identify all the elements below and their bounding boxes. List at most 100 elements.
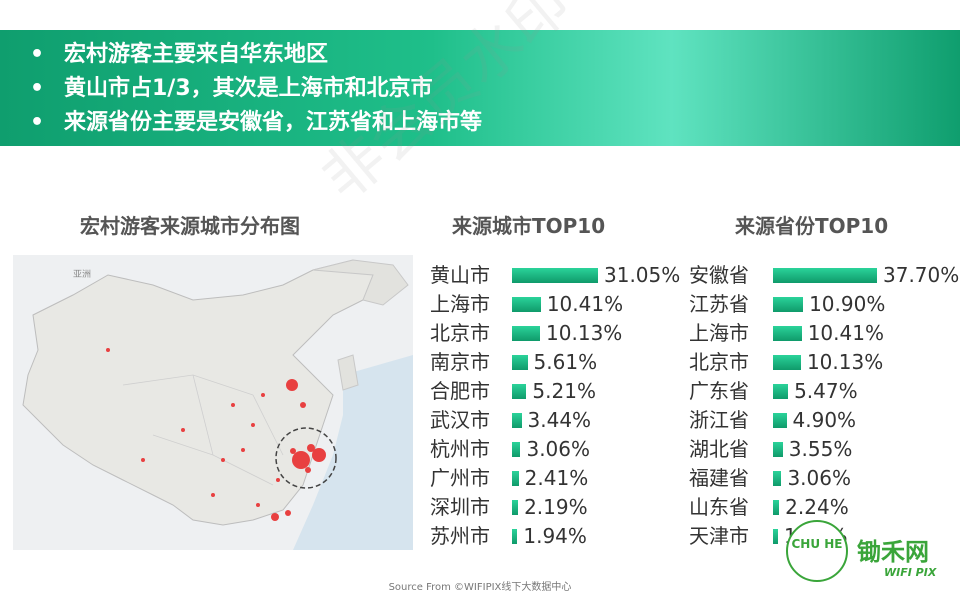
bar: [512, 500, 519, 515]
city-dot: [106, 348, 110, 352]
value-label: 10.13%: [546, 321, 623, 345]
bar: [773, 384, 789, 399]
city-dot: [305, 467, 311, 473]
bar: [512, 326, 541, 341]
bar-row: 苏州市 1.94%: [430, 522, 690, 551]
value-label: 10.13%: [806, 350, 884, 374]
province-borders: [122, 374, 284, 486]
category-label: 福建省: [689, 466, 749, 490]
value-label: 3.44%: [527, 408, 592, 432]
bar-row: 南京市 5.61%: [430, 348, 690, 377]
value-label: 1.94%: [523, 524, 587, 548]
city-dot: [290, 448, 296, 454]
bar-row: 福建省 3.06%: [689, 464, 949, 493]
bar: [512, 268, 598, 283]
origin-city-map: 亚洲: [13, 255, 413, 550]
category-label: 上海市: [689, 321, 749, 345]
category-label: 深圳市: [430, 495, 490, 519]
value-label: 2.41%: [524, 466, 589, 490]
city-dot: [300, 402, 306, 408]
east-china-highlight: [275, 427, 337, 489]
bar: [773, 500, 780, 515]
category-label: 北京市: [689, 350, 749, 374]
bar-row: 黄山市 31.05%: [430, 261, 690, 290]
summary-list: • 宏村游客主要来自华东地区 • 黄山市占1/3，其次是上海市和北京市 • 来源省份主…: [0, 30, 960, 140]
bar: [773, 471, 782, 486]
summary-banner: • 宏村游客主要来自华东地区 • 黄山市占1/3，其次是上海市和北京市 • 来源省份主…: [0, 30, 960, 146]
city-dot: [271, 513, 279, 521]
bar-row: 杭州市 3.06%: [430, 435, 690, 464]
city-dot: [241, 448, 245, 452]
bar: [773, 355, 801, 370]
bar: [773, 442, 783, 457]
bar-row: 上海市 10.41%: [430, 290, 690, 319]
value-label: 2.24%: [785, 495, 849, 519]
bar-row: 湖北省 3.55%: [689, 435, 949, 464]
chuhe-logo-badge: CHU HE: [786, 520, 848, 582]
value-label: 3.06%: [787, 466, 851, 490]
region-label: 亚洲: [73, 269, 91, 280]
city-dot: [285, 510, 291, 516]
bar-row: 北京市 10.13%: [689, 348, 949, 377]
bar-row: 深圳市 2.19%: [430, 493, 690, 522]
bar-row: 武汉市 3.44%: [430, 406, 690, 435]
category-label: 杭州市: [430, 437, 490, 461]
category-label: 合肥市: [430, 379, 490, 403]
category-label: 上海市: [430, 292, 490, 316]
value-label: 5.47%: [794, 379, 858, 403]
city-dot: [276, 478, 280, 482]
bar: [512, 529, 518, 544]
category-label: 山东省: [689, 495, 749, 519]
summary-item: • 黄山市占1/3，其次是上海市和北京市: [30, 76, 433, 101]
bar: [512, 442, 521, 457]
value-label: 3.55%: [788, 437, 853, 461]
bar: [512, 413, 522, 428]
value-label: 5.61%: [533, 350, 598, 374]
bar-row: 广州市 2.41%: [430, 464, 690, 493]
city-dot: [307, 444, 315, 452]
category-label: 浙江省: [689, 408, 749, 432]
value-label: 2.19%: [524, 495, 588, 519]
bar: [512, 384, 527, 399]
bar: [512, 355, 528, 370]
bar: [773, 529, 778, 544]
bar-row: 合肥市 5.21%: [430, 377, 690, 406]
bar: [773, 326, 802, 341]
value-label: 4.90%: [792, 408, 857, 432]
city-dot: [231, 403, 235, 407]
bar-row: 山东省 2.24%: [689, 493, 949, 522]
city-dot: [261, 393, 265, 397]
city-dot: [286, 379, 298, 391]
city-dot: [211, 493, 215, 497]
summary-item: • 宏村游客主要来自华东地区: [30, 42, 329, 67]
category-label: 黄山市: [430, 263, 490, 287]
value-label: 31.05%: [604, 263, 681, 287]
bar: [773, 297, 804, 312]
city-dot: [181, 428, 185, 432]
map-title: 宏村游客来源城市分布图: [80, 214, 300, 238]
summary-item: • 来源省份主要是安徽省，江苏省和上海市等: [30, 110, 483, 135]
city-dot: [251, 423, 255, 427]
sea-area: [293, 355, 413, 550]
neighbor-region: [312, 259, 409, 306]
category-label: 湖北省: [689, 437, 749, 461]
logo-name: 锄禾网: [857, 538, 929, 566]
category-label: 南京市: [430, 350, 490, 374]
bar-row: 江苏省 10.90%: [689, 290, 949, 319]
category-label: 安徽省: [689, 263, 749, 287]
value-label: 10.41%: [546, 292, 624, 316]
value-label: 5.21%: [532, 379, 596, 403]
city-dots: [106, 348, 326, 521]
city-dot: [292, 451, 310, 469]
bar-row: 上海市 10.41%: [689, 319, 949, 348]
category-label: 北京市: [430, 321, 490, 345]
logo-emblem-icon: CHU HE: [791, 537, 842, 551]
bar-row: 浙江省 4.90%: [689, 406, 949, 435]
value-label: 10.41%: [807, 321, 884, 345]
city-dot: [221, 458, 225, 462]
bar-row: 北京市 10.13%: [430, 319, 690, 348]
bar: [512, 297, 541, 312]
city-dot: [312, 448, 326, 462]
value-label: 3.06%: [526, 437, 591, 461]
category-label: 江苏省: [689, 292, 749, 316]
